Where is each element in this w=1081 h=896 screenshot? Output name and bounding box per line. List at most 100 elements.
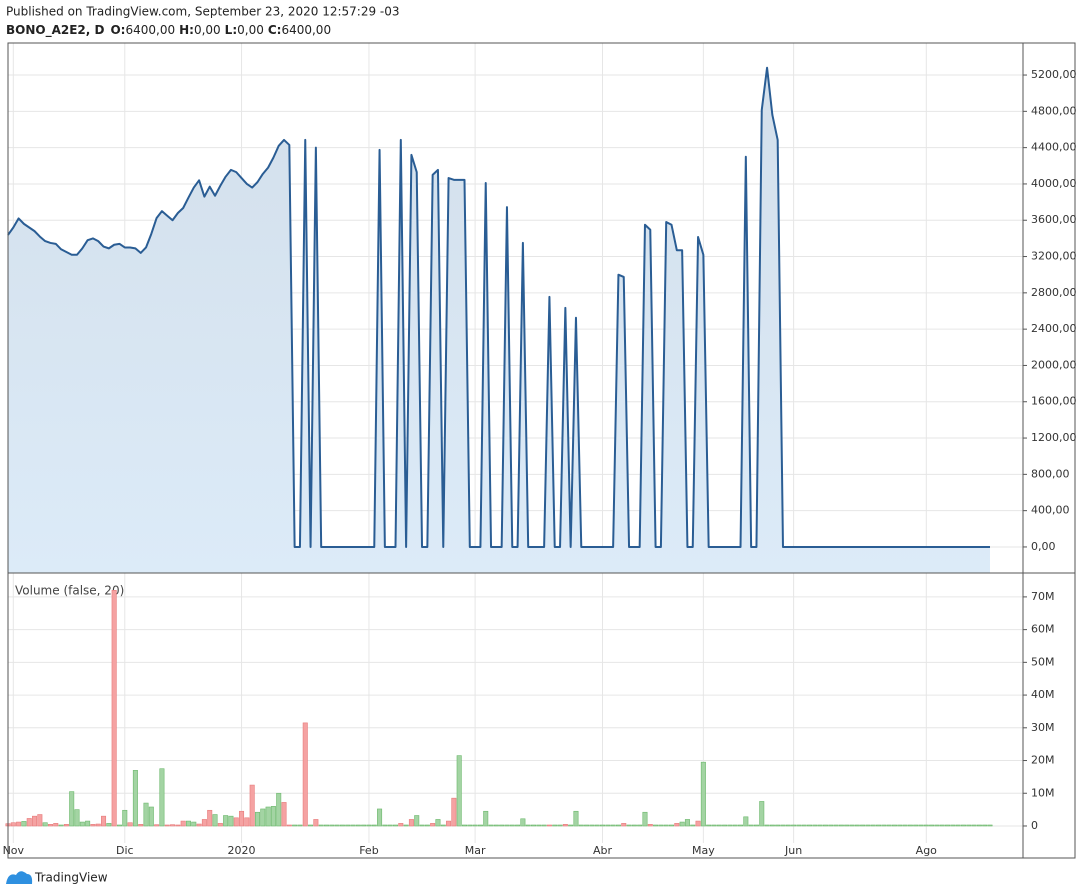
volume-bar xyxy=(605,824,611,827)
logo-icon xyxy=(6,871,33,884)
volume-bar xyxy=(53,823,59,827)
volume-bar xyxy=(446,820,452,827)
volume-bar xyxy=(228,815,234,827)
volume-bar xyxy=(313,819,319,827)
volume-bar xyxy=(132,770,138,827)
volume-bar xyxy=(403,824,409,827)
volume-bar xyxy=(127,822,133,827)
volume-bar xyxy=(350,824,356,827)
volume-bar xyxy=(658,824,664,827)
volume-bar xyxy=(525,824,531,827)
volume-bar xyxy=(419,824,425,827)
y-tick-label: 4000,00 xyxy=(1031,177,1077,190)
volume-bar xyxy=(58,824,64,827)
volume-bar xyxy=(828,824,834,827)
volume-bar xyxy=(239,810,245,827)
y-tick-label: 2400,00 xyxy=(1031,322,1077,335)
volume-bar xyxy=(281,802,287,827)
x-tick-label: Ago xyxy=(916,844,938,857)
y-tick-label: 30M xyxy=(1031,721,1055,734)
volume-bar xyxy=(424,824,430,827)
volume-bar xyxy=(387,824,393,827)
volume-bar xyxy=(47,824,53,827)
volume-bar xyxy=(254,811,260,827)
volume-bar xyxy=(398,823,404,827)
volume-bar xyxy=(695,820,701,827)
y-tick-label: 5200,00 xyxy=(1031,68,1077,81)
volume-bar xyxy=(233,817,239,827)
volume-bar xyxy=(504,824,510,827)
y-tick-label: 800,00 xyxy=(1031,467,1070,480)
volume-bar xyxy=(461,824,467,827)
y-tick-label: 4400,00 xyxy=(1031,141,1077,154)
volume-bar xyxy=(148,806,154,827)
volume-bar xyxy=(339,824,345,827)
volume-bar xyxy=(881,824,887,827)
published-note: Published on TradingView.com, September … xyxy=(6,5,400,19)
volume-bar xyxy=(987,824,993,827)
volume-bar xyxy=(711,824,717,827)
volume-bar xyxy=(42,822,48,827)
volume-bar xyxy=(308,824,314,827)
volume-bar xyxy=(101,815,107,827)
volume-bar xyxy=(738,824,744,827)
volume-bar xyxy=(207,809,213,827)
volume-bar xyxy=(196,823,202,827)
volume-bar xyxy=(918,824,924,827)
volume-bar xyxy=(727,824,733,827)
volume-bar xyxy=(509,824,515,827)
volume-bar xyxy=(822,824,828,827)
volume-bar xyxy=(631,824,637,827)
volume-bar xyxy=(499,824,505,827)
volume-bar xyxy=(164,824,170,827)
volume-bar xyxy=(355,824,361,827)
volume-bar xyxy=(440,824,446,827)
volume-bar xyxy=(515,824,521,827)
volume-bar xyxy=(520,818,526,827)
volume-bar xyxy=(270,806,276,827)
volume-bar xyxy=(626,824,632,827)
volume-bar xyxy=(323,824,329,827)
volume-bar xyxy=(467,824,473,827)
volume-bar xyxy=(143,802,149,827)
volume-bar xyxy=(838,824,844,827)
x-tick-label: Nov xyxy=(3,844,25,857)
volume-bar xyxy=(684,819,690,827)
volume-bar xyxy=(716,824,722,827)
volume-bar xyxy=(902,824,908,827)
volume-bar xyxy=(472,824,478,827)
volume-bar xyxy=(966,824,972,827)
volume-bar xyxy=(297,824,303,827)
volume-bar xyxy=(541,824,547,827)
y-tick-label: 1200,00 xyxy=(1031,431,1077,444)
volume-bar xyxy=(913,824,919,827)
volume-bar xyxy=(377,808,383,827)
volume-bar xyxy=(732,824,738,827)
y-tick-label: 3600,00 xyxy=(1031,213,1077,226)
volume-bar xyxy=(154,824,160,827)
volume-bar xyxy=(637,824,643,827)
x-tick-label: Abr xyxy=(593,844,613,857)
volume-bar xyxy=(175,824,181,827)
volume-bar xyxy=(759,801,765,827)
volume-bar xyxy=(960,824,966,827)
y-tick-label: 4800,00 xyxy=(1031,104,1077,117)
volume-bar xyxy=(615,824,621,827)
volume-bar xyxy=(780,824,786,827)
volume-bar xyxy=(345,824,351,827)
volume-bar xyxy=(801,824,807,827)
x-tick-label: Jun xyxy=(784,844,802,857)
x-tick-label: Mar xyxy=(465,844,486,857)
volume-bar xyxy=(621,823,627,827)
volume-bar xyxy=(642,811,648,827)
volume-bar xyxy=(976,824,982,827)
volume-bar xyxy=(722,824,728,827)
y-tick-label: 400,00 xyxy=(1031,504,1070,517)
volume-bar xyxy=(430,823,436,827)
volume-bar xyxy=(414,815,420,827)
volume-bar xyxy=(568,824,574,827)
volume-bar xyxy=(159,768,165,827)
volume-bar xyxy=(679,821,685,827)
volume-bar xyxy=(111,590,117,827)
price-line xyxy=(7,66,990,548)
